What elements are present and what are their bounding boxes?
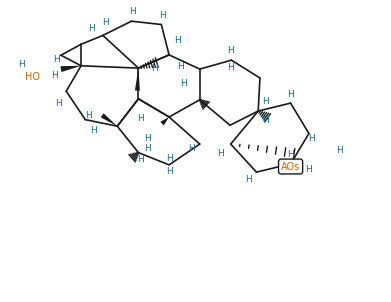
Text: H: H	[217, 149, 224, 158]
Text: H: H	[102, 18, 109, 27]
Text: H: H	[138, 114, 144, 123]
Text: H: H	[151, 64, 158, 72]
Text: AOs: AOs	[281, 162, 300, 172]
Text: H: H	[337, 146, 343, 155]
Text: H: H	[145, 144, 151, 153]
Text: H: H	[180, 79, 187, 88]
Text: H: H	[227, 46, 234, 55]
Text: H: H	[308, 134, 315, 143]
Text: H: H	[245, 175, 252, 184]
Text: H: H	[166, 167, 172, 176]
Text: H: H	[287, 90, 294, 99]
Text: H: H	[166, 154, 172, 163]
Polygon shape	[101, 113, 117, 126]
Text: H: H	[55, 99, 61, 108]
Text: H: H	[227, 63, 234, 72]
Polygon shape	[160, 117, 169, 125]
Text: H: H	[159, 11, 165, 20]
Text: H: H	[178, 62, 184, 71]
Text: H: H	[88, 24, 95, 33]
Text: H: H	[85, 111, 91, 120]
Text: H: H	[51, 71, 58, 80]
Polygon shape	[135, 68, 140, 91]
Text: HO: HO	[25, 72, 40, 82]
Polygon shape	[61, 66, 81, 72]
Text: H: H	[90, 126, 97, 135]
Text: H: H	[129, 8, 136, 16]
Text: H: H	[18, 60, 25, 69]
Text: H: H	[262, 116, 269, 125]
Text: H: H	[287, 150, 294, 159]
Text: H: H	[138, 156, 144, 164]
Text: H: H	[305, 165, 312, 174]
Text: H: H	[262, 97, 269, 106]
Text: H: H	[53, 55, 60, 64]
Text: H: H	[188, 144, 196, 153]
Text: H: H	[174, 36, 181, 45]
Text: H: H	[145, 134, 151, 143]
